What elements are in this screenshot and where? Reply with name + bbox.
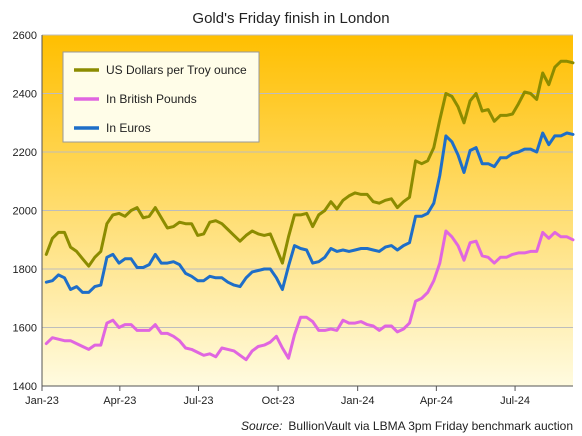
- legend: US Dollars per Troy ounce In British Poun…: [62, 51, 260, 143]
- x-tick-label: Jul-24: [500, 395, 530, 407]
- y-tick-label: 2400: [13, 89, 37, 101]
- series-line-0: [44, 59, 575, 268]
- series-line-1: [44, 229, 575, 362]
- x-tick-label: Oct-23: [262, 395, 295, 407]
- y-tick-label: 2600: [13, 30, 37, 42]
- x-tick-label: Apr-23: [103, 395, 136, 407]
- series-layer: [44, 59, 575, 362]
- source-label: Source:: [241, 419, 282, 433]
- y-tick-label: 1600: [13, 323, 37, 335]
- x-tick-label: Jul-23: [184, 395, 214, 407]
- axes: 1400 1600 1800 2000 2200 2400 2600 Jan-23 Apr-23…: [13, 30, 573, 407]
- y-tick-label: 2200: [13, 147, 37, 159]
- x-tick-label: Jan-24: [341, 395, 375, 407]
- legend-label-1: In British Pounds: [106, 92, 197, 106]
- y-tick-label: 2000: [13, 206, 37, 218]
- y-tick-label: 1400: [13, 381, 37, 393]
- source-text: BullionVault via LBMA 3pm Friday benchma…: [288, 419, 573, 433]
- x-tick-label: Apr-24: [420, 395, 453, 407]
- chart-title: Gold's Friday finish in London: [192, 10, 389, 27]
- series-line-2: [44, 131, 575, 294]
- x-tick-label: Jan-23: [25, 395, 59, 407]
- legend-label-2: In Euros: [106, 121, 151, 135]
- legend-label-0: US Dollars per Troy ounce: [106, 63, 247, 77]
- y-tick-label: 1800: [13, 264, 37, 276]
- source-note: Source: BullionVault via LBMA 3pm Friday …: [241, 419, 573, 433]
